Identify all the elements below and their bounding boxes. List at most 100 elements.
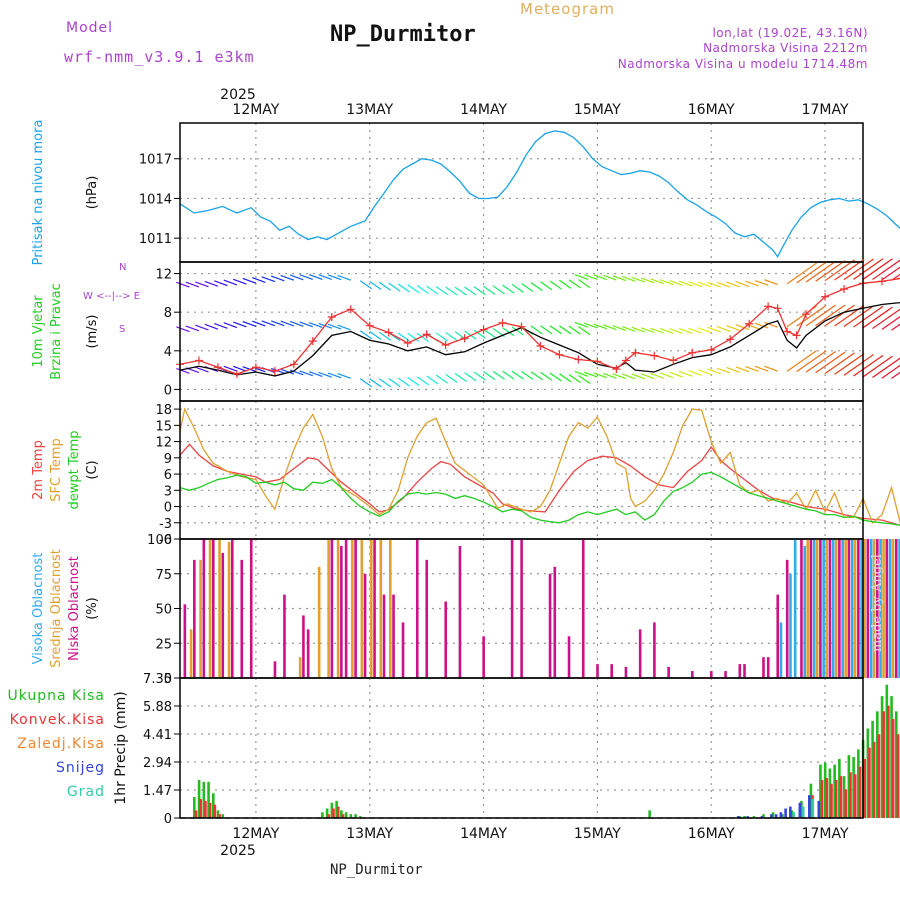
wind-barb xyxy=(754,365,769,372)
bar-rain_conv xyxy=(341,814,345,818)
wind-barb xyxy=(745,280,759,287)
wind-barb xyxy=(584,322,598,329)
gust-marker xyxy=(289,360,298,369)
bar-cloud_high xyxy=(869,539,873,678)
series-sfc xyxy=(179,407,900,525)
bar-cloud_low xyxy=(273,661,277,678)
wind-barb xyxy=(242,320,257,327)
bar-cloud_high xyxy=(812,539,816,678)
panel-label: Visoka Oblacnost xyxy=(31,553,46,665)
gust-marker xyxy=(422,330,431,339)
wind-barb xyxy=(540,281,553,291)
bar-rain_total xyxy=(847,755,851,818)
wind-barb xyxy=(678,370,693,377)
bar-cloud_mid xyxy=(825,539,828,678)
gust-marker xyxy=(574,355,583,364)
bar-rain_total xyxy=(752,816,756,818)
day-label-top: 13MAY xyxy=(346,102,393,118)
bar-cloud_low xyxy=(610,664,614,678)
bar-cloud_low xyxy=(809,539,813,678)
wind-barb xyxy=(726,281,740,288)
bar-rain_total xyxy=(335,800,338,818)
wind-barb xyxy=(843,258,874,281)
wind-barb xyxy=(786,350,817,372)
wind-barb xyxy=(359,280,373,290)
wind-barb xyxy=(337,372,351,379)
bar-rain_total xyxy=(330,802,334,818)
panel-label: dewpt Temp xyxy=(67,430,82,509)
bar-cloud_low xyxy=(392,594,395,678)
wind-barb xyxy=(621,373,636,380)
wind-barb xyxy=(289,274,304,281)
panel-wind: 0 4 8 12 N S W <--|--> E 10m Vjetar Brzina i Pra… xyxy=(31,258,900,402)
wind-barb xyxy=(872,357,900,379)
bar-rain_conv xyxy=(825,778,829,818)
wind-barb xyxy=(252,320,266,327)
wind-barb xyxy=(359,330,373,340)
bar-cloud_mid xyxy=(360,539,364,678)
y-tick-label: 2.94 xyxy=(143,756,172,771)
model-name: wrf-nmm_v3.9.1 e3km xyxy=(64,48,255,66)
wind-barb xyxy=(659,279,674,286)
precip-legend: Konvek.Kisa xyxy=(10,712,105,728)
wind-barb xyxy=(492,370,505,380)
wind-barb xyxy=(726,325,740,332)
bar-rain_total xyxy=(216,810,220,818)
bar-rain_total xyxy=(325,808,329,818)
panel-pressure: 1011 1014 1017 Pritisak na nivou mora (hPa) xyxy=(31,120,900,266)
wind-barb xyxy=(815,260,846,282)
precip-legend: Ukupna Kisa xyxy=(7,688,105,704)
bar-cloud_high xyxy=(841,539,844,678)
day-label-top: 15MAY xyxy=(574,102,621,118)
bar-rain_conv xyxy=(332,808,335,818)
y-tick-label: 0 xyxy=(164,383,172,398)
compass-n: N xyxy=(119,262,126,273)
wind-barb xyxy=(530,371,543,381)
precip-legend: Zaledj.Kisa xyxy=(17,736,105,752)
bar-cloud_low xyxy=(344,539,348,678)
y-tick-label: 4 xyxy=(164,345,172,360)
y-tick-label: 7.35 xyxy=(143,672,172,687)
bar-cloud_low xyxy=(567,636,571,678)
panel-label: Pritisak na nivou mora xyxy=(31,120,46,266)
panel-label: Niska Oblacnost xyxy=(67,556,82,661)
bar-rain_total xyxy=(771,812,775,818)
wind-barb xyxy=(511,283,524,293)
bar-snow xyxy=(774,814,778,818)
day-label-bottom: 17MAY xyxy=(802,826,849,842)
bar-cloud_low xyxy=(581,539,585,678)
bar-cloud_low xyxy=(691,671,694,678)
wind-barb xyxy=(511,370,524,380)
model-label: Model xyxy=(66,20,114,36)
bar-snow xyxy=(798,802,802,818)
day-label-bottom: 14MAY xyxy=(460,826,507,842)
bar-rain_total xyxy=(880,696,884,818)
bar-cloud_high xyxy=(779,622,783,678)
bar-cloud_low xyxy=(202,539,206,678)
y-tick-label: 6 xyxy=(164,468,172,483)
bar-rain_conv xyxy=(218,814,221,818)
gust-marker xyxy=(764,302,773,311)
wind-barb xyxy=(559,279,572,289)
wind-barb xyxy=(176,367,190,374)
wind-barb xyxy=(650,278,664,285)
y-tick-label: 1.47 xyxy=(143,784,172,799)
wind-barb xyxy=(511,326,524,336)
bar-grad xyxy=(811,798,814,818)
panel-precip: 0 1.47 2.94 4.41 5.88 7.35 Ukupna Kisa Konvek.K… xyxy=(7,672,900,827)
bar-cloud_mid xyxy=(388,539,392,678)
y-tick-label: 25 xyxy=(155,637,172,652)
wind-barb xyxy=(176,281,190,288)
bar-rain_conv xyxy=(194,810,198,818)
bar-cloud_mid xyxy=(863,539,866,678)
bar-rain_total xyxy=(885,684,889,818)
bar-cloud_mid xyxy=(844,539,847,678)
wind-barb xyxy=(853,354,884,377)
bar-cloud_low xyxy=(444,601,448,678)
bar-rain_total xyxy=(212,793,215,818)
bar-cloud_low xyxy=(710,671,713,678)
wind-barb xyxy=(299,321,314,328)
wind-barb xyxy=(308,371,323,378)
wind-barb xyxy=(853,305,884,328)
y-tick-label: 1017 xyxy=(139,153,172,168)
